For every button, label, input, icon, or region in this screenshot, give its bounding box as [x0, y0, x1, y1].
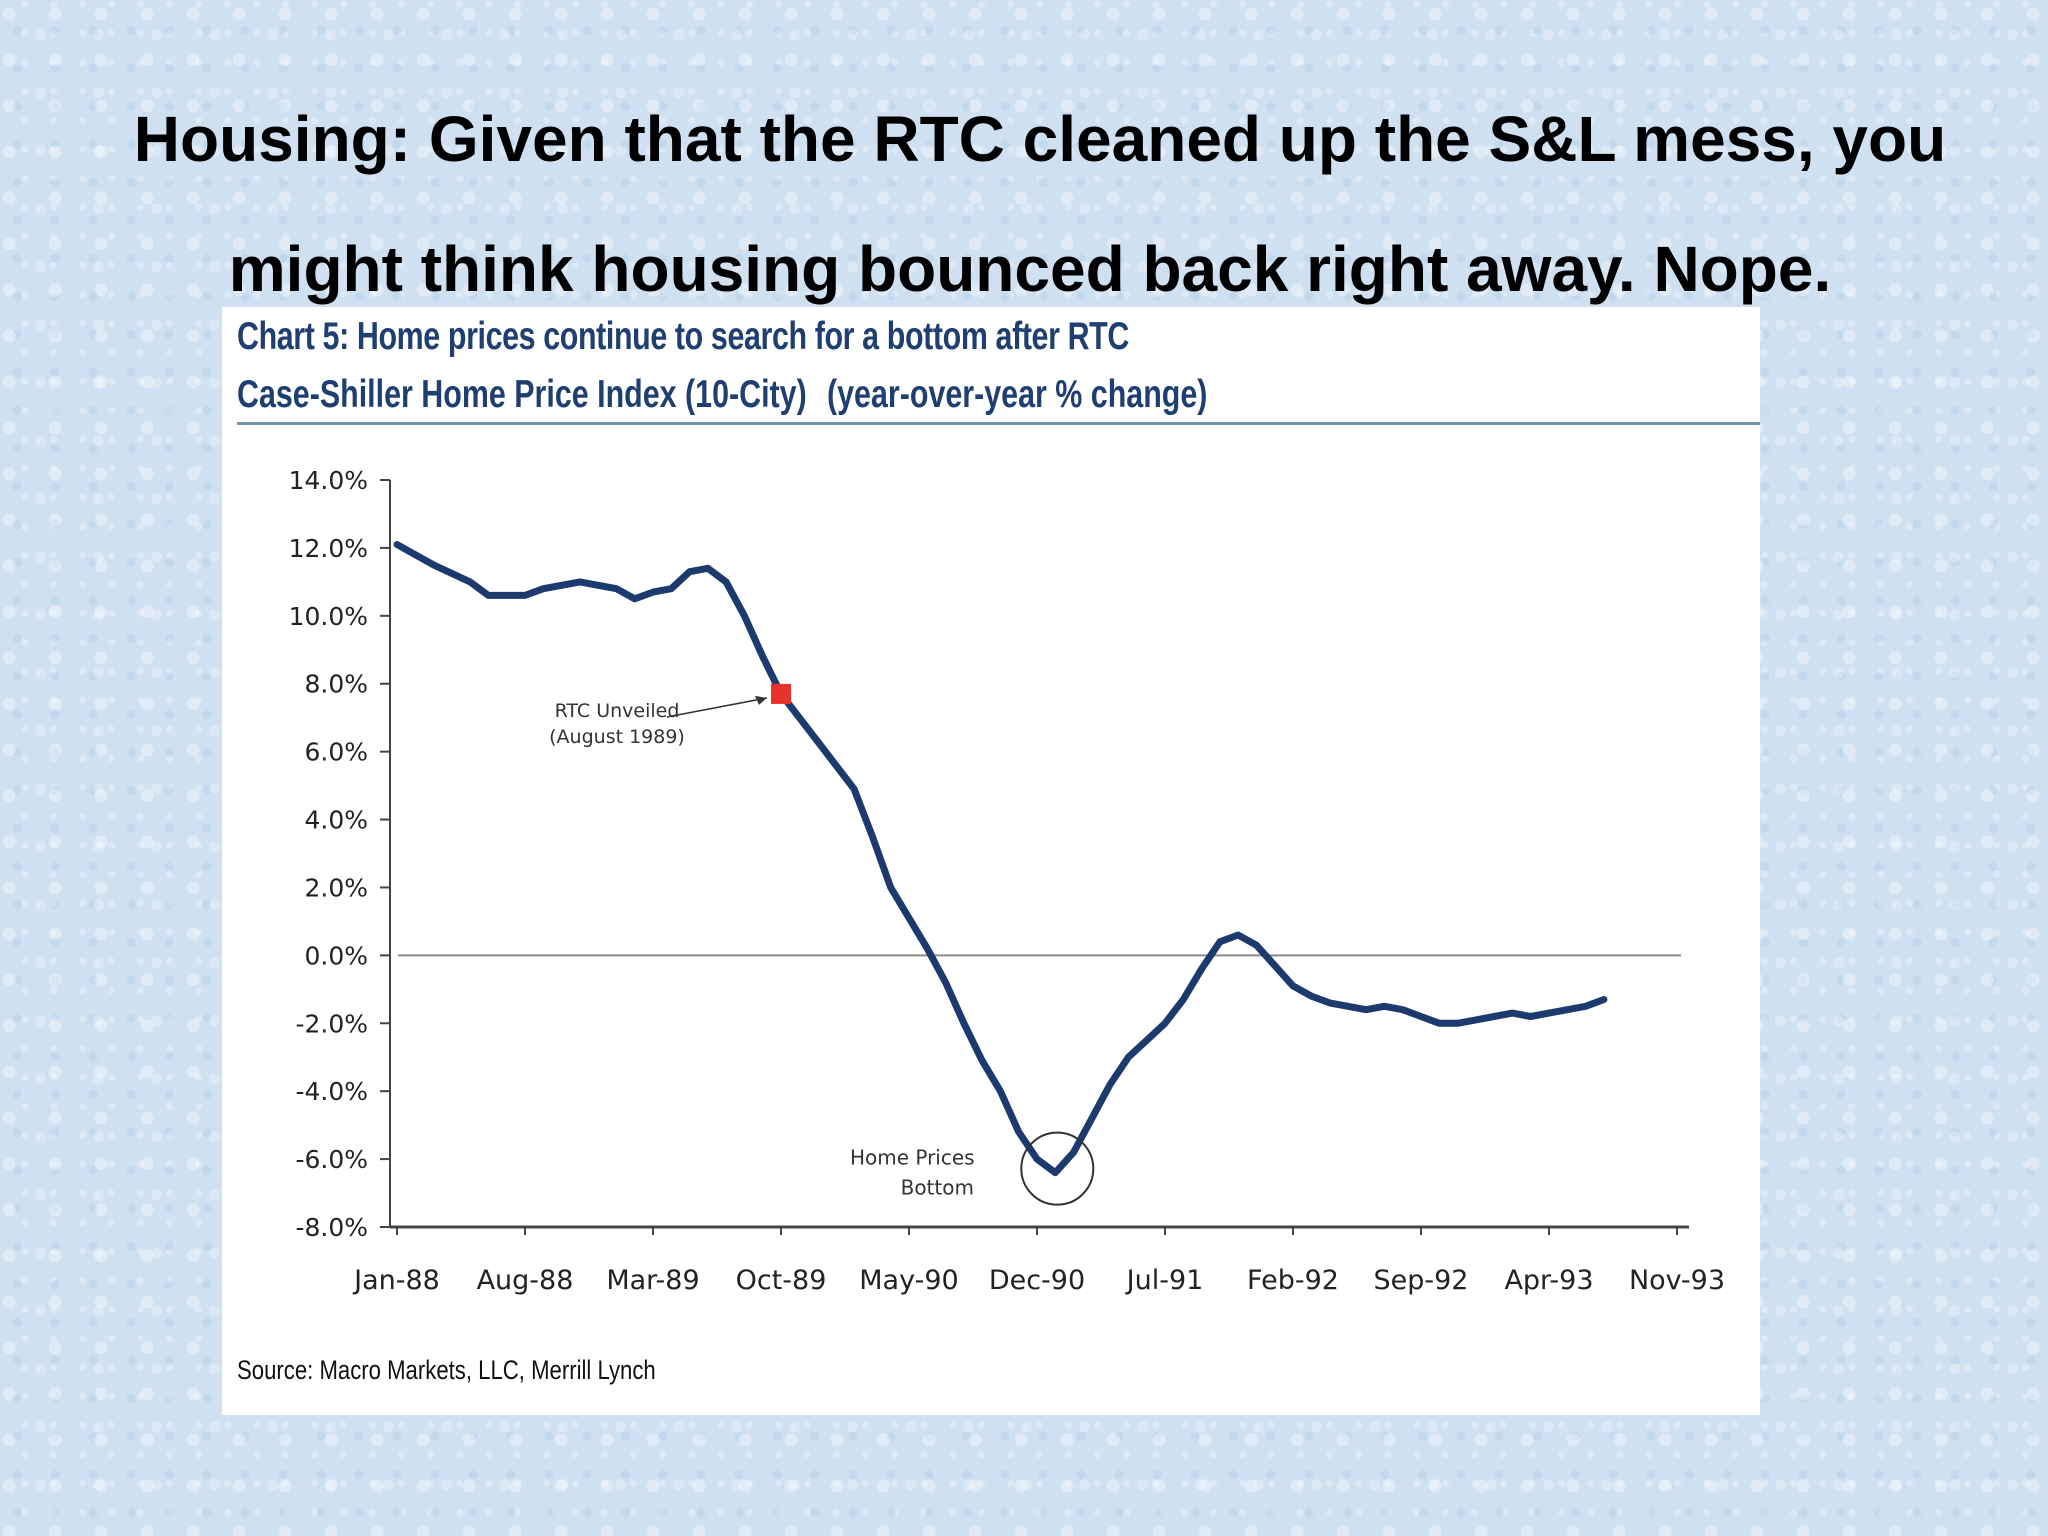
y-tick-label: -2.0% [295, 1009, 368, 1038]
rtc-annotation-line-2: (August 1989) [549, 726, 685, 748]
y-tick-label: 8.0% [304, 670, 368, 699]
x-tick-label: Nov-93 [1629, 1265, 1725, 1296]
y-tick-label: 10.0% [289, 602, 368, 631]
line-chart: 14.0% 12.0% 10.0% 8.0% 6.0% 4.0% 2.0% 0.0% -2.0%… [289, 466, 1725, 1296]
y-tick-label: 2.0% [304, 873, 368, 902]
x-axis: Jan-88 Aug-88 Mar-89 Oct-89 May-90 Dec-90 Jul-… [352, 1225, 1725, 1296]
slide-title-line-2: might think housing bounced back right a… [228, 233, 1832, 305]
rtc-marker [771, 683, 791, 704]
y-tick-label: 12.0% [289, 534, 368, 563]
chart-subtitle-index: Case-Shiller Home Price Index (10-City) [237, 373, 807, 416]
y-tick-label: 6.0% [304, 738, 368, 767]
x-tick-label: Oct-89 [736, 1265, 827, 1296]
x-tick-label: Sep-92 [1374, 1265, 1469, 1296]
x-tick-label: Jul-91 [1125, 1265, 1204, 1296]
x-tick-label: Apr-93 [1504, 1265, 1593, 1296]
y-tick-label: -8.0% [295, 1213, 368, 1242]
rtc-annotation-arrow [666, 697, 768, 718]
slide-title-line-1-text: Given that the RTC cleaned up the S&L me… [411, 103, 1947, 175]
x-tick-label: Mar-89 [606, 1265, 699, 1296]
chart-title: Chart 5: Home prices continue to search … [237, 315, 1129, 358]
annotations: RTC Unveiled (August 1989) Home Prices Bott… [549, 683, 1095, 1206]
source-note: Source: Macro Markets, LLC, Merrill Lync… [237, 1355, 656, 1385]
series-line [393, 541, 1608, 1177]
series-group [393, 541, 1608, 1177]
x-tick-label: Feb-92 [1247, 1265, 1339, 1296]
y-tick-label: 4.0% [304, 806, 368, 835]
trough-circle [1020, 1131, 1095, 1206]
chart-subtitle: Case-Shiller Home Price Index (10-City) (… [237, 373, 1207, 417]
trough-annotation-line-2: Bottom [901, 1176, 974, 1200]
trough-annotation-line-1: Home Prices [850, 1146, 975, 1170]
y-tick-label: -6.0% [295, 1145, 368, 1174]
x-tick-label: Dec-90 [989, 1265, 1085, 1296]
chart-subtitle-units: (year-over-year % change) [827, 373, 1208, 416]
rtc-annotation-line-1: RTC Unveiled [555, 700, 680, 722]
y-tick-label: -4.0% [295, 1077, 368, 1106]
y-tick-label: 14.0% [289, 466, 368, 495]
slide-title: Housing: Given that the RTC cleaned up t… [60, 74, 2000, 334]
slide-title-line-1: Housing: Given that the RTC cleaned up t… [70, 74, 2010, 204]
y-tick-label: 0.0% [304, 941, 368, 970]
chart-panel: Chart 5: Home prices continue to search … [222, 307, 1760, 1415]
title-rule [237, 422, 1760, 425]
rtc-annotation-arrowhead [755, 695, 767, 705]
slide-title-bold: Housing: [133, 103, 412, 175]
x-tick-label: Aug-88 [477, 1265, 574, 1296]
y-axis: 14.0% 12.0% 10.0% 8.0% 6.0% 4.0% 2.0% 0.0% -2.0%… [289, 466, 391, 1242]
x-tick-label: May-90 [859, 1265, 958, 1296]
x-tick-label: Jan-88 [352, 1265, 440, 1296]
